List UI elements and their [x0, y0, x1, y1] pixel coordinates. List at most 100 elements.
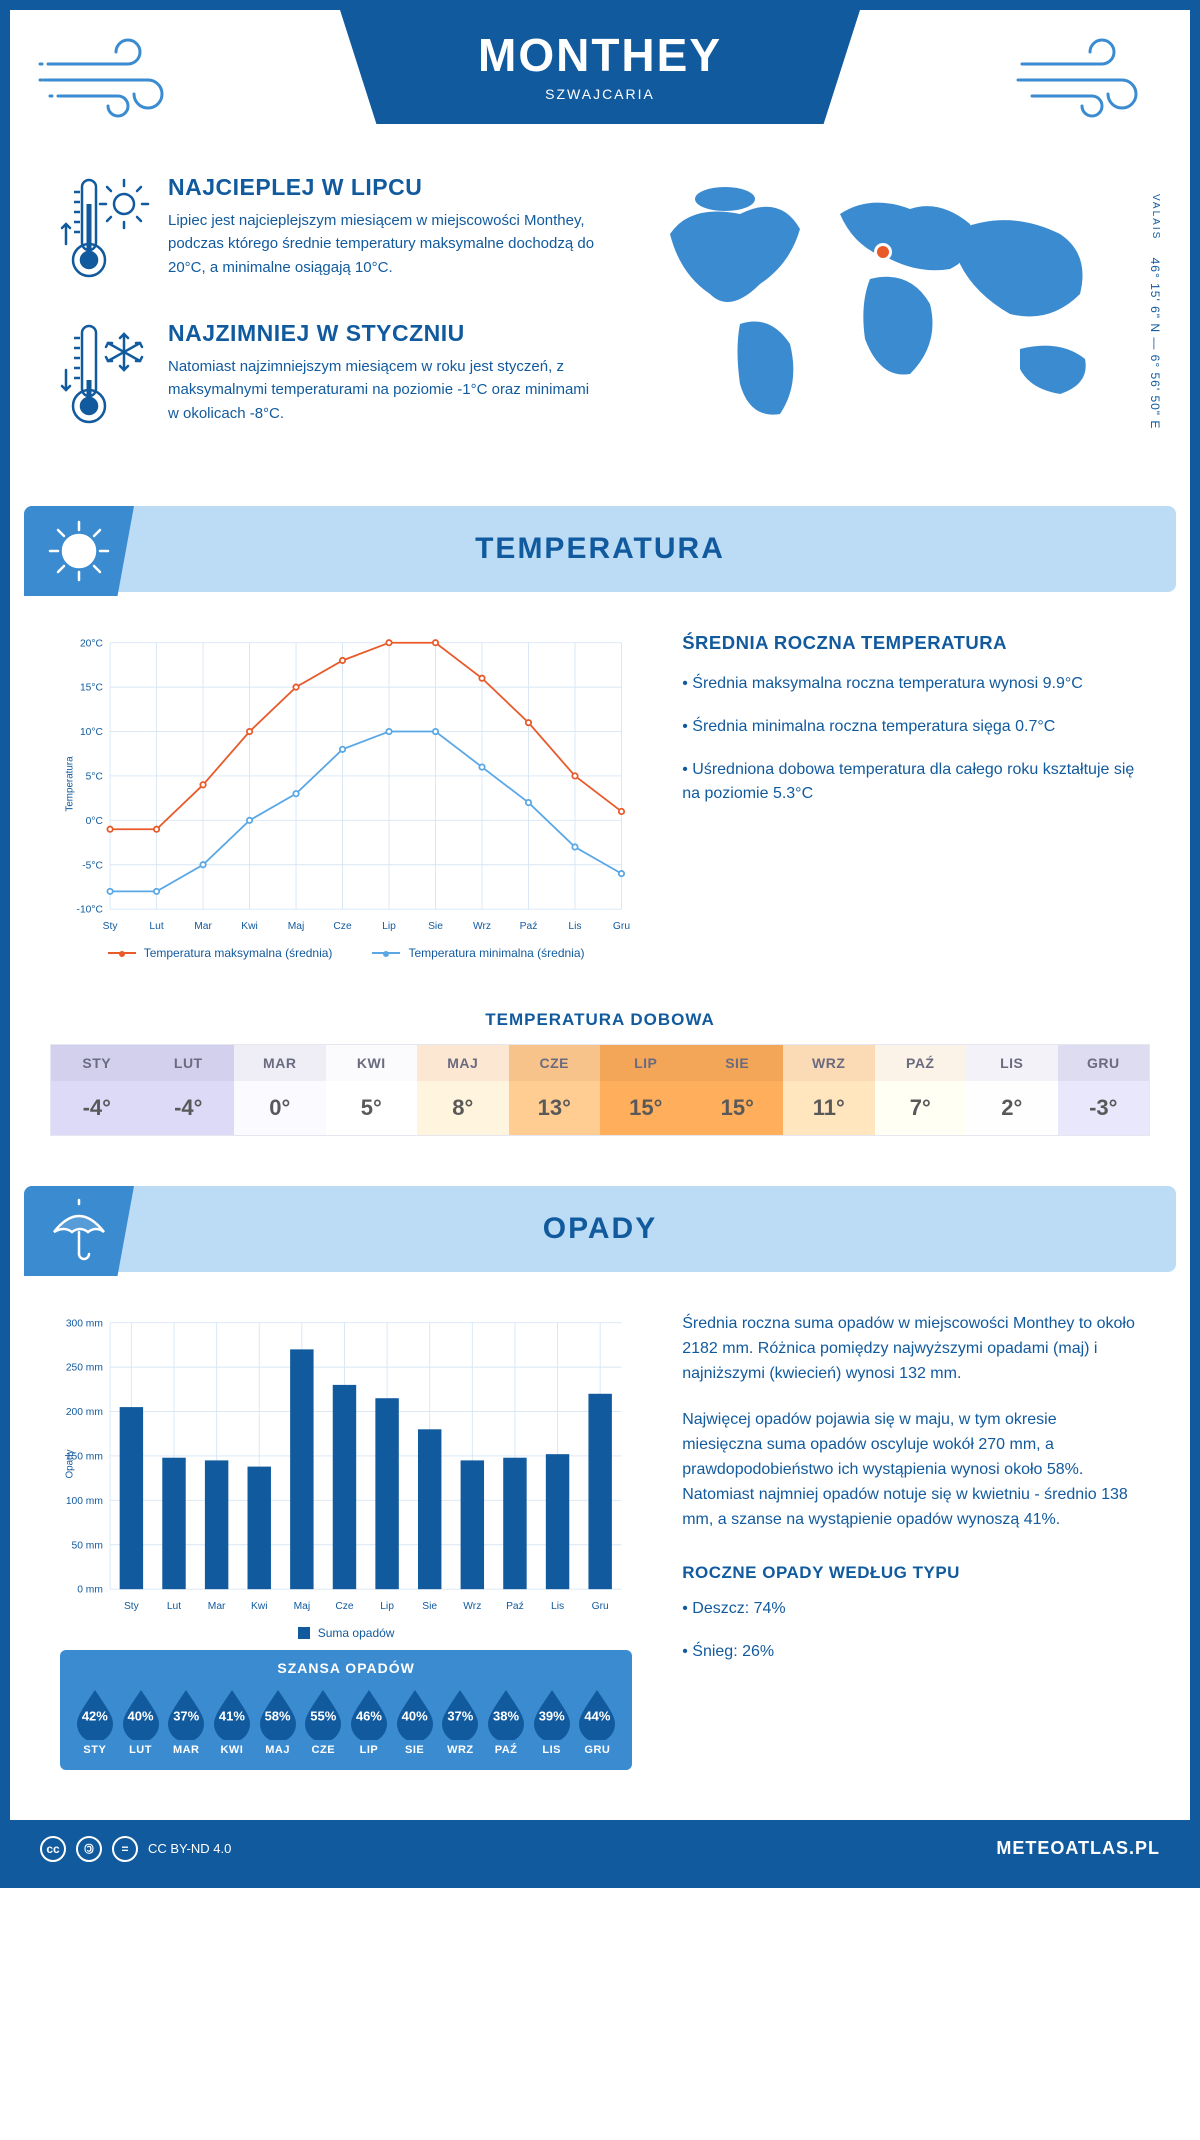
daily-cell: STY-4°: [51, 1045, 143, 1135]
svg-text:Gru: Gru: [592, 1601, 609, 1612]
footer: cc 🄯 = CC BY-ND 4.0 METEOATLAS.PL: [10, 1820, 1190, 1878]
temperature-chart: -10°C-5°C0°C5°C10°C15°C20°CStyLutMarKwiM…: [60, 632, 632, 960]
intro-section: NAJCIEPLEJ W LIPCU Lipiec jest najcieple…: [10, 144, 1190, 506]
chance-cell: 44%GRU: [575, 1686, 621, 1756]
legend-max: Temperatura maksymalna (średnia): [108, 946, 333, 960]
wind-icon: [1012, 34, 1162, 124]
daily-cell: WRZ11°: [783, 1045, 875, 1135]
precip-p1: Średnia roczna suma opadów w miejscowośc…: [682, 1312, 1140, 1386]
daily-cell: LUT-4°: [143, 1045, 235, 1135]
svg-text:Sty: Sty: [103, 921, 119, 932]
coord-text: 46° 15' 6" N — 6° 56' 50" E: [1148, 258, 1162, 430]
chance-cell: 37%WRZ: [438, 1686, 484, 1756]
daily-cell: LIP15°: [600, 1045, 692, 1135]
chance-strip: SZANSA OPADÓW 42%STY40%LUT37%MAR41%KWI58…: [60, 1650, 632, 1770]
svg-text:-10°C: -10°C: [77, 905, 104, 916]
svg-text:Mar: Mar: [194, 921, 212, 932]
temperature-banner: TEMPERATURA: [24, 506, 1176, 592]
svg-text:Lut: Lut: [149, 921, 163, 932]
page-subtitle: SZWAJCARIA: [420, 86, 780, 102]
warmest-block: NAJCIEPLEJ W LIPCU Lipiec jest najcieple…: [60, 174, 600, 284]
legend-min: Temperatura minimalna (średnia): [372, 946, 584, 960]
chance-cell: 40%SIE: [392, 1686, 438, 1756]
svg-text:Maj: Maj: [294, 1601, 311, 1612]
chance-cell: 40%LUT: [118, 1686, 164, 1756]
daily-cell: PAŹ7°: [875, 1045, 967, 1135]
daily-cell: MAR0°: [234, 1045, 326, 1135]
chance-cell: 38%PAŹ: [483, 1686, 529, 1756]
svg-text:-5°C: -5°C: [82, 860, 103, 871]
svg-text:Kwi: Kwi: [241, 921, 258, 932]
temperature-title: TEMPERATURA: [475, 532, 725, 565]
svg-text:50 mm: 50 mm: [72, 1540, 103, 1551]
temperature-summary: ŚREDNIA ROCZNA TEMPERATURA • Średnia mak…: [682, 632, 1140, 960]
chance-cell: 42%STY: [72, 1686, 118, 1756]
svg-text:Lut: Lut: [167, 1601, 181, 1612]
wind-icon: [38, 34, 188, 124]
daily-cell: SIE15°: [692, 1045, 784, 1135]
legend-precip-label: Suma opadów: [318, 1626, 395, 1640]
chance-cell: 41%KWI: [209, 1686, 255, 1756]
avg-temp-b2: • Średnia minimalna roczna temperatura s…: [682, 715, 1140, 740]
svg-text:Lip: Lip: [382, 921, 396, 932]
svg-text:Cze: Cze: [333, 921, 352, 932]
coordinates: VALAIS 46° 15' 6" N — 6° 56' 50" E: [1148, 194, 1162, 429]
sun-icon: [24, 506, 134, 596]
warmest-heading: NAJCIEPLEJ W LIPCU: [168, 174, 600, 201]
daily-temp-table: STY-4°LUT-4°MAR0°KWI5°MAJ8°CZE13°LIP15°S…: [50, 1044, 1150, 1136]
precip-types: ROCZNE OPADY WEDŁUG TYPU • Deszcz: 74% •…: [682, 1560, 1140, 1664]
precip-p2: Najwięcej opadów pojawia się w maju, w t…: [682, 1408, 1140, 1532]
daily-cell: CZE13°: [509, 1045, 601, 1135]
precipitation-banner: OPADY: [24, 1186, 1176, 1272]
avg-temp-b1: • Średnia maksymalna roczna temperatura …: [682, 672, 1140, 697]
svg-text:Mar: Mar: [208, 1601, 226, 1612]
precip-rain: • Deszcz: 74%: [682, 1597, 1140, 1622]
legend-precip: Suma opadów: [298, 1626, 395, 1640]
precipitation-title: OPADY: [543, 1212, 657, 1245]
svg-text:15°C: 15°C: [80, 683, 104, 694]
daily-cell: KWI5°: [326, 1045, 418, 1135]
daily-cell: GRU-3°: [1058, 1045, 1150, 1135]
coldest-block: NAJZIMNIEJ W STYCZNIU Natomiast najzimni…: [60, 320, 600, 430]
site-name: METEOATLAS.PL: [996, 1838, 1160, 1859]
license-text: CC BY-ND 4.0: [148, 1841, 231, 1856]
svg-text:Lip: Lip: [380, 1601, 394, 1612]
chance-cell: 37%MAR: [163, 1686, 209, 1756]
svg-text:Cze: Cze: [335, 1601, 354, 1612]
world-map: [640, 174, 1110, 434]
chance-title: SZANSA OPADÓW: [72, 1660, 620, 1676]
warmest-text: Lipiec jest najcieplejszym miesiącem w m…: [168, 209, 600, 279]
svg-text:Paź: Paź: [520, 921, 538, 932]
svg-text:250 mm: 250 mm: [66, 1363, 103, 1374]
svg-text:Sty: Sty: [124, 1601, 140, 1612]
svg-text:5°C: 5°C: [86, 772, 104, 783]
svg-text:Paź: Paź: [506, 1601, 524, 1612]
thermometer-sun-icon: [60, 174, 150, 284]
legend-max-label: Temperatura maksymalna (średnia): [144, 946, 333, 960]
coldest-heading: NAJZIMNIEJ W STYCZNIU: [168, 320, 600, 347]
svg-text:Wrz: Wrz: [473, 921, 491, 932]
header: MONTHEY SZWAJCARIA: [10, 10, 1190, 144]
page-title: MONTHEY: [420, 28, 780, 82]
daily-temp-title: TEMPERATURA DOBOWA: [10, 1010, 1190, 1030]
svg-text:10°C: 10°C: [80, 727, 104, 738]
svg-text:Gru: Gru: [613, 921, 630, 932]
svg-text:Sie: Sie: [428, 921, 443, 932]
svg-text:Kwi: Kwi: [251, 1601, 268, 1612]
svg-text:100 mm: 100 mm: [66, 1496, 103, 1507]
precipitation-chart: 0 mm50 mm100 mm150 mm200 mm250 mm300 mmS…: [60, 1312, 632, 1640]
daily-cell: LIS2°: [966, 1045, 1058, 1135]
daily-cell: MAJ8°: [417, 1045, 509, 1135]
nd-icon: =: [112, 1836, 138, 1862]
thermometer-snow-icon: [60, 320, 150, 430]
svg-text:300 mm: 300 mm: [66, 1318, 103, 1329]
svg-text:Wrz: Wrz: [463, 1601, 481, 1612]
chance-cell: 55%CZE: [300, 1686, 346, 1756]
avg-temp-b3: • Uśredniona dobowa temperatura dla całe…: [682, 758, 1140, 808]
by-icon: 🄯: [76, 1836, 102, 1862]
chance-cell: 46%LIP: [346, 1686, 392, 1756]
umbrella-icon: [24, 1186, 134, 1276]
chance-cell: 58%MAJ: [255, 1686, 301, 1756]
svg-text:0°C: 0°C: [86, 816, 104, 827]
region-label: VALAIS: [1150, 194, 1161, 240]
